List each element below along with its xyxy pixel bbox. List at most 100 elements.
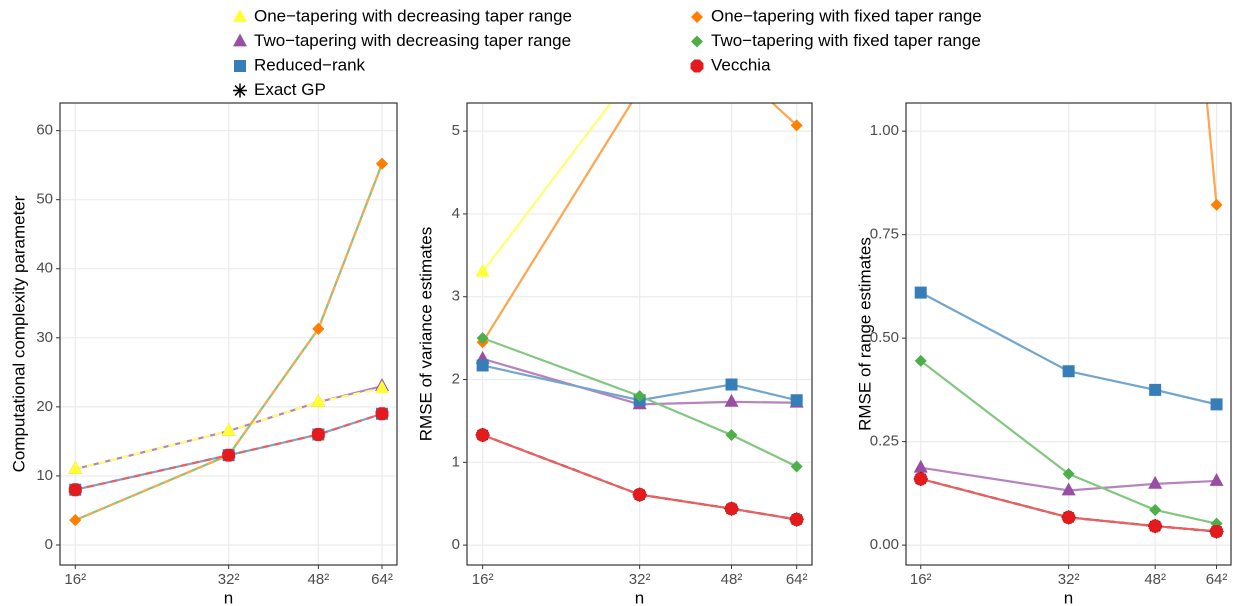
y-tick-label: 0 xyxy=(45,536,53,553)
marker xyxy=(233,33,247,47)
y-tick-label: 60 xyxy=(36,122,53,139)
x-tick-label: 32² xyxy=(218,571,240,588)
legend-label: Reduced−rank xyxy=(254,55,366,74)
x-tick-label: 16² xyxy=(910,571,932,588)
x-tick-label: 64² xyxy=(786,571,808,588)
y-tick-label: 0.75 xyxy=(870,226,899,243)
marker xyxy=(311,394,326,407)
panel-border xyxy=(466,102,813,566)
marker xyxy=(790,119,803,132)
marker xyxy=(790,460,803,473)
y-tick-label: 0.25 xyxy=(870,433,899,450)
y-tick-label: 0 xyxy=(452,536,460,553)
marker xyxy=(222,448,236,462)
marker xyxy=(725,502,738,516)
panel-border xyxy=(905,102,1232,566)
marker xyxy=(476,428,490,442)
series-line xyxy=(920,291,1217,406)
series-line xyxy=(482,337,798,468)
marker xyxy=(376,157,389,170)
marker xyxy=(724,393,739,407)
y-axis-title: RMSE of variance estimates xyxy=(416,227,435,441)
marker xyxy=(476,359,489,372)
plot-area xyxy=(913,103,1224,539)
marker xyxy=(633,57,647,70)
series-line xyxy=(920,466,1217,492)
y-tick-label: 2 xyxy=(452,371,460,388)
plot-area xyxy=(475,57,804,527)
y-tick-label: 20 xyxy=(36,398,53,415)
series-line xyxy=(482,357,797,406)
x-axis-title: n xyxy=(635,588,644,606)
marker xyxy=(476,332,489,345)
marker xyxy=(1209,472,1224,486)
legend-label: One−tapering with decreasing taper range xyxy=(254,6,572,25)
y-tick-label: 40 xyxy=(36,260,53,277)
marker xyxy=(914,472,928,486)
marker xyxy=(1149,503,1162,516)
marker xyxy=(234,60,246,72)
marker xyxy=(691,35,703,48)
y-tick-label: 10 xyxy=(36,467,53,484)
x-tick-label: 32² xyxy=(629,571,651,588)
y-tick-label: 5 xyxy=(452,122,460,139)
marker xyxy=(691,11,703,23)
series-line xyxy=(482,364,797,402)
x-axis-title: n xyxy=(224,588,233,606)
marker xyxy=(233,83,247,98)
series-line xyxy=(920,477,1217,533)
y-tick-label: 4 xyxy=(452,205,460,222)
x-tick-label: 64² xyxy=(371,571,393,588)
marker xyxy=(221,423,236,436)
marker xyxy=(790,512,804,526)
marker xyxy=(725,378,738,391)
marker-stroke xyxy=(234,85,246,96)
legend-label: Vecchia xyxy=(711,55,771,74)
marker xyxy=(233,9,247,22)
marker xyxy=(1210,198,1223,211)
marker xyxy=(913,459,928,473)
y-tick-label: 0.50 xyxy=(870,329,899,346)
marker xyxy=(634,84,646,96)
marker xyxy=(1210,525,1224,538)
marker xyxy=(475,263,490,277)
marker xyxy=(312,322,325,335)
marker xyxy=(1149,383,1162,396)
series-line xyxy=(481,103,798,343)
y-tick-label: 50 xyxy=(36,191,53,208)
x-tick-label: 48² xyxy=(721,571,743,588)
plot-area xyxy=(68,157,390,527)
marker xyxy=(311,428,325,441)
marker xyxy=(69,514,82,527)
y-axis-title: RMSE of range estimates xyxy=(855,237,874,431)
y-axis-title: Computational complexity parameter xyxy=(9,195,28,472)
marker xyxy=(1062,467,1075,480)
x-tick-label: 64² xyxy=(1206,571,1228,588)
y-tick-label: 0.00 xyxy=(870,536,899,553)
marker xyxy=(633,390,646,403)
marker xyxy=(790,394,803,407)
series-line xyxy=(482,433,797,521)
x-tick-label: 16² xyxy=(472,571,494,588)
legend-label: Two−tapering with fixed taper range xyxy=(711,31,981,50)
series-line xyxy=(75,412,383,491)
marker xyxy=(914,354,927,367)
marker xyxy=(375,407,389,421)
marker xyxy=(375,380,390,394)
marker xyxy=(1061,482,1076,496)
panel-border xyxy=(59,102,398,566)
y-tick-label: 3 xyxy=(452,288,460,305)
y-tick-label: 1.00 xyxy=(870,122,899,139)
marker xyxy=(914,286,927,299)
legend-label: Two−tapering with decreasing taper range xyxy=(254,31,571,50)
x-tick-label: 16² xyxy=(64,571,86,588)
marker xyxy=(1148,519,1162,533)
marker xyxy=(1062,365,1075,378)
x-tick-label: 48² xyxy=(308,571,330,588)
marker xyxy=(1062,510,1076,524)
marker xyxy=(725,429,738,442)
legend-label: Exact GP xyxy=(254,80,326,99)
marker xyxy=(690,59,704,73)
x-axis-title: n xyxy=(1064,588,1073,606)
x-tick-label: 32² xyxy=(1058,571,1080,588)
